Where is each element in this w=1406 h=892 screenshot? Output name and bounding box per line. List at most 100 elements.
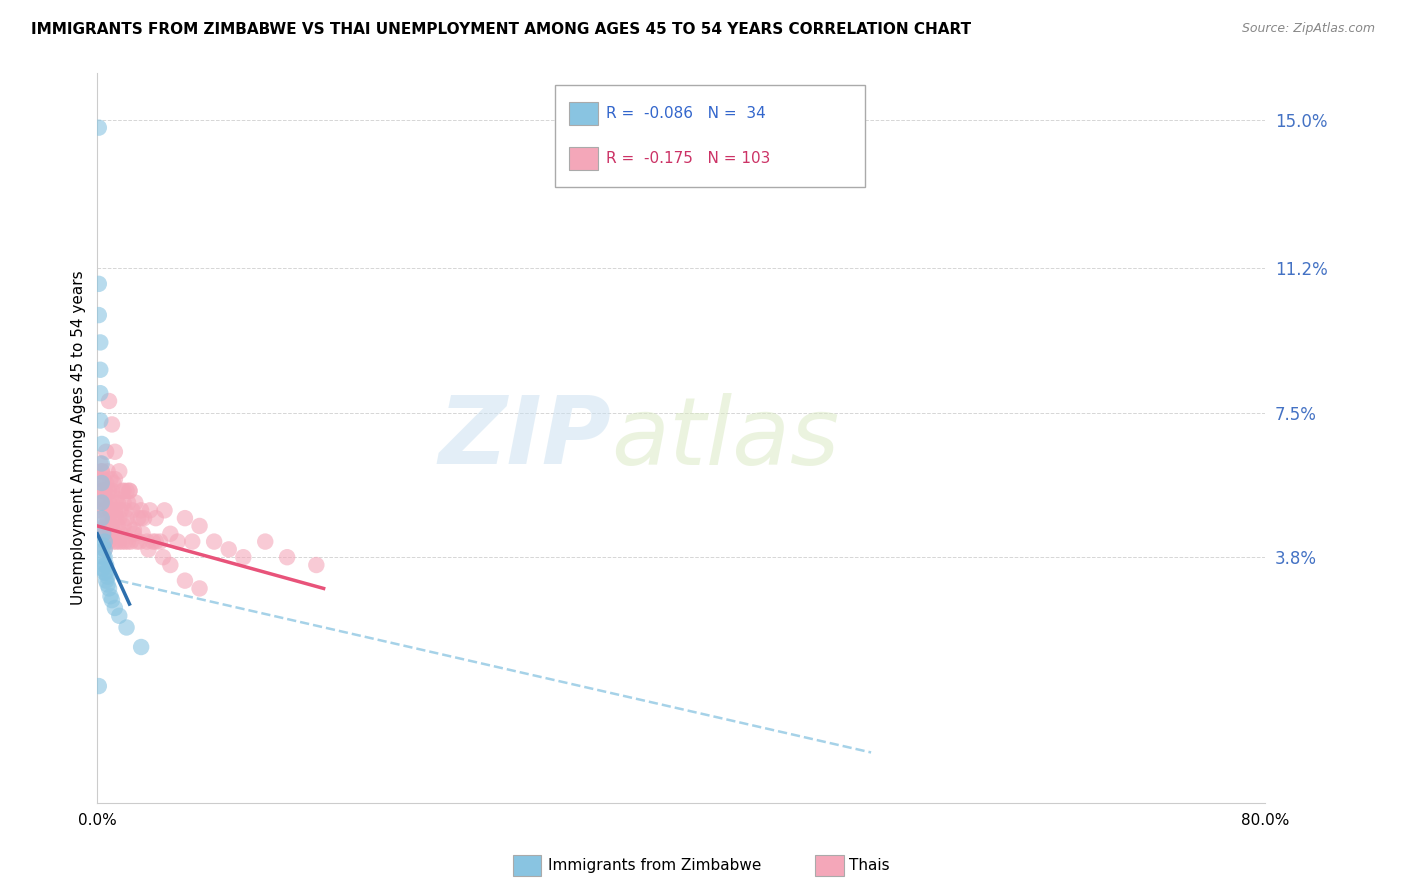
Point: [93, 558, 115, 572]
Point: [93, 566, 115, 580]
Point: [94, 475, 117, 490]
Point: [91, 526, 114, 541]
Point: [97, 534, 120, 549]
Point: [118, 519, 141, 533]
Point: [121, 503, 143, 517]
Point: [110, 526, 132, 541]
Point: [124, 495, 146, 509]
Point: [90, 483, 112, 498]
Point: [90, 457, 112, 471]
Point: [105, 511, 128, 525]
Point: [111, 534, 134, 549]
Point: [118, 483, 141, 498]
Point: [108, 511, 131, 525]
Point: [90, 464, 112, 478]
Point: [100, 472, 122, 486]
Point: [97, 483, 120, 498]
Point: [93, 550, 115, 565]
Point: [105, 491, 128, 506]
Point: [122, 523, 145, 537]
Point: [97, 464, 120, 478]
Point: [91, 562, 114, 576]
Text: ZIP: ZIP: [439, 392, 612, 484]
Point: [98, 495, 121, 509]
Point: [103, 475, 125, 490]
Point: [100, 526, 122, 541]
Point: [100, 589, 122, 603]
Point: [153, 503, 176, 517]
Point: [276, 550, 298, 565]
Point: [87, 679, 110, 693]
Point: [103, 511, 125, 525]
Point: [97, 570, 120, 584]
Point: [125, 534, 148, 549]
Point: [91, 550, 114, 565]
Point: [254, 534, 277, 549]
Point: [136, 534, 159, 549]
Point: [188, 582, 211, 596]
Point: [139, 503, 162, 517]
Point: [181, 534, 204, 549]
Point: [218, 542, 240, 557]
Text: atlas: atlas: [612, 392, 839, 483]
Point: [89, 386, 111, 401]
Point: [145, 534, 167, 549]
Text: Source: ZipAtlas.com: Source: ZipAtlas.com: [1241, 22, 1375, 36]
Point: [103, 534, 125, 549]
Point: [101, 519, 124, 533]
Point: [90, 437, 112, 451]
Point: [129, 640, 152, 654]
Point: [108, 534, 131, 549]
Point: [98, 394, 121, 409]
Point: [174, 574, 197, 588]
Point: [87, 472, 110, 486]
Point: [112, 483, 135, 498]
Point: [93, 542, 115, 557]
Text: Thais: Thais: [849, 858, 890, 872]
Point: [91, 495, 114, 509]
Point: [107, 519, 129, 533]
Text: R =  -0.175   N = 103: R = -0.175 N = 103: [606, 151, 770, 166]
Point: [90, 495, 112, 509]
Point: [159, 558, 181, 572]
Point: [188, 519, 211, 533]
Point: [93, 483, 115, 498]
Point: [94, 531, 117, 545]
Point: [118, 483, 141, 498]
Point: [104, 526, 127, 541]
Point: [115, 511, 138, 525]
Point: [94, 566, 117, 580]
Point: [93, 542, 115, 557]
Point: [90, 511, 112, 525]
Point: [98, 519, 121, 533]
Point: [91, 526, 114, 541]
Point: [89, 491, 111, 506]
Point: [91, 472, 114, 486]
Point: [131, 526, 153, 541]
Point: [90, 511, 112, 525]
Point: [120, 534, 142, 549]
Point: [117, 534, 139, 549]
Point: [94, 558, 117, 572]
Point: [149, 534, 172, 549]
Point: [108, 464, 131, 478]
Point: [101, 495, 124, 509]
Text: R =  -0.086   N =  34: R = -0.086 N = 34: [606, 106, 766, 121]
Point: [100, 503, 122, 517]
Point: [114, 534, 136, 549]
Point: [115, 483, 138, 498]
Point: [87, 277, 110, 291]
Point: [104, 444, 127, 458]
Point: [105, 534, 128, 549]
Point: [90, 475, 112, 490]
Point: [89, 413, 111, 427]
Point: [202, 534, 225, 549]
Point: [138, 542, 160, 557]
Point: [90, 464, 112, 478]
Point: [166, 534, 188, 549]
Point: [89, 457, 111, 471]
Point: [129, 503, 152, 517]
Point: [104, 601, 127, 615]
Point: [117, 495, 139, 509]
Text: IMMIGRANTS FROM ZIMBABWE VS THAI UNEMPLOYMENT AMONG AGES 45 TO 54 YEARS CORRELAT: IMMIGRANTS FROM ZIMBABWE VS THAI UNEMPLO…: [31, 22, 972, 37]
